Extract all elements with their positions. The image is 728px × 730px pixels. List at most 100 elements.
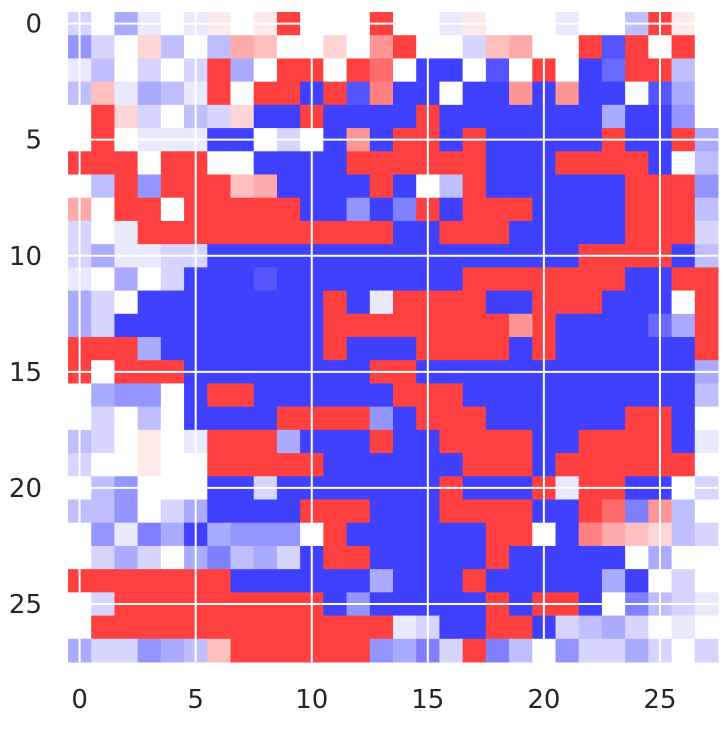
heatmap-cell [509, 81, 533, 106]
heatmap-cell [601, 383, 626, 408]
heatmap-cell [369, 337, 394, 361]
heatmap-cell [625, 406, 649, 431]
heatmap-cell [276, 220, 301, 245]
heatmap-cell [137, 197, 162, 222]
heatmap-cell [230, 569, 255, 593]
heatmap-cell [485, 522, 510, 547]
heatmap-cell [230, 499, 255, 524]
heatmap-cell [253, 290, 278, 315]
heatmap-cell [625, 429, 649, 454]
heatmap-cell [230, 290, 255, 315]
heatmap-cell [694, 220, 719, 245]
heatmap-cell [694, 337, 719, 361]
heatmap-cell [276, 313, 301, 338]
heatmap-cell [160, 267, 185, 292]
heatmap-cell [671, 383, 696, 408]
heatmap-cell [276, 638, 301, 663]
heatmap-cell [625, 383, 649, 408]
heatmap-cell [137, 383, 162, 408]
heatmap-cell [439, 383, 464, 408]
heatmap-cell [671, 174, 696, 199]
heatmap-cell [91, 615, 115, 640]
heatmap-cell [91, 499, 115, 524]
heatmap-cell [346, 220, 371, 245]
heatmap-cell [160, 337, 185, 361]
heatmap-cell [160, 104, 185, 129]
heatmap-cell [601, 569, 626, 593]
heatmap-cell [601, 337, 626, 361]
heatmap-cell [439, 174, 464, 199]
heatmap-cell [323, 499, 348, 524]
heatmap-cell [509, 453, 533, 477]
y-tick-label: 15 [9, 358, 42, 388]
heatmap-cell [323, 267, 348, 292]
heatmap-cell [160, 35, 185, 59]
heatmap-cell [369, 267, 394, 292]
heatmap-cell [694, 58, 719, 83]
heatmap-cell [230, 151, 255, 175]
heatmap-cell [509, 615, 533, 640]
heatmap-cell [114, 197, 139, 222]
heatmap-cell [276, 35, 301, 59]
heatmap-cell [509, 151, 533, 175]
heatmap-cell [207, 197, 231, 222]
heatmap-cell [114, 545, 139, 570]
heatmap-cell [601, 81, 626, 106]
heatmap-cell [462, 383, 487, 408]
heatmap-cell [207, 58, 231, 83]
heatmap-cell [114, 522, 139, 547]
heatmap-cell [230, 313, 255, 338]
heatmap-cell [160, 58, 185, 83]
heatmap-cell [207, 545, 231, 570]
heatmap-cell [694, 638, 719, 663]
heatmap-cell [160, 453, 185, 477]
heatmap-cell [671, 267, 696, 292]
heatmap-cell [555, 383, 580, 408]
heatmap-cell [323, 383, 348, 408]
heatmap-cell [555, 174, 580, 199]
heatmap-cell [462, 522, 487, 547]
heatmap-cell [369, 406, 394, 431]
heatmap-cell [91, 429, 115, 454]
x-tick-label: 5 [187, 685, 204, 715]
heatmap-cell [160, 615, 185, 640]
heatmap-cell [578, 267, 603, 292]
heatmap-cell [137, 522, 162, 547]
heatmap-cell [601, 290, 626, 315]
heatmap-cell [137, 290, 162, 315]
heatmap-cell [393, 267, 417, 292]
heatmap-cell [625, 453, 649, 477]
heatmap-cell [671, 615, 696, 640]
heatmap-cell [439, 35, 464, 59]
x-tick-label: 10 [295, 685, 328, 715]
heatmap-cell [276, 58, 301, 83]
heatmap-cell [230, 383, 255, 408]
heatmap-cell [509, 174, 533, 199]
heatmap-cell [462, 35, 487, 59]
heatmap-cell [694, 569, 719, 593]
heatmap-cell [323, 58, 348, 83]
heatmap-cell [439, 151, 464, 175]
heatmap-cell [578, 313, 603, 338]
heatmap-cell [578, 81, 603, 106]
heatmap-cell [462, 638, 487, 663]
heatmap-cell [439, 615, 464, 640]
heatmap-cell [671, 220, 696, 245]
heatmap-cell [439, 406, 464, 431]
heatmap-cell [439, 313, 464, 338]
heatmap-cell [671, 406, 696, 431]
heatmap-cell [485, 290, 510, 315]
heatmap-cell [555, 406, 580, 431]
heatmap-cell [230, 220, 255, 245]
heatmap-cell [439, 545, 464, 570]
heatmap-cell [578, 290, 603, 315]
heatmap-cell [509, 197, 533, 222]
heatmap-cell [578, 197, 603, 222]
x-tick-label: 25 [643, 685, 676, 715]
heatmap-cell [369, 545, 394, 570]
heatmap-cell [323, 197, 348, 222]
heatmap-cell [160, 545, 185, 570]
heatmap-cell [625, 615, 649, 640]
heatmap-cell [91, 104, 115, 129]
